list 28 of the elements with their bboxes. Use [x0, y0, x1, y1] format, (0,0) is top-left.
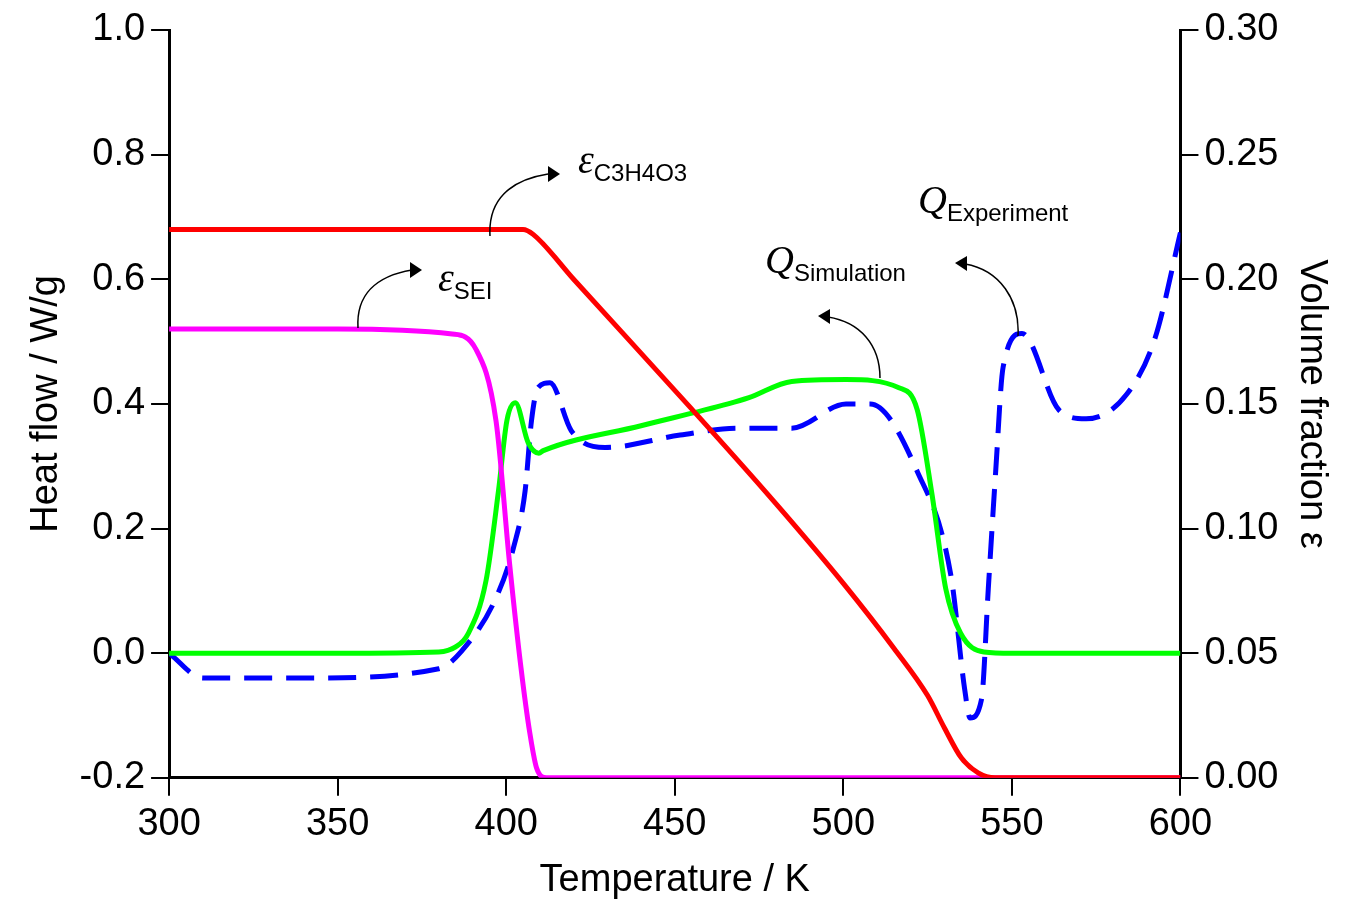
series-label: ε$_{SEI}$ — [438, 255, 493, 304]
x-axis-title: Temperature / K — [539, 856, 810, 899]
x-tick-label: 450 — [643, 801, 707, 844]
series-label: ε$_{C3H4O3}$ — [578, 137, 688, 186]
text: Q$_{Simulation}$ — [765, 237, 906, 286]
y-tick-label: 0.6 — [92, 255, 146, 298]
y2-tick-label: 0.20 — [1204, 255, 1279, 298]
y-tick-label: 0.2 — [92, 505, 146, 548]
x-tick-label: 600 — [1148, 801, 1213, 844]
text: Q$_{Experiment}$ — [918, 177, 1069, 226]
x-tick-label: 300 — [137, 801, 201, 844]
y-axis-title: Heat flow / W/g — [23, 275, 66, 533]
y-tick-label: 1.0 — [92, 6, 146, 49]
y-tick-label: 0.0 — [92, 629, 146, 672]
y2-tick-label: 0.00 — [1204, 754, 1279, 797]
y2-tick-label: 0.25 — [1204, 131, 1279, 174]
y2-tick-label: 0.30 — [1204, 6, 1279, 49]
y2-tick-label: 0.05 — [1204, 629, 1279, 672]
y2-axis-title: Volume fraction ε — [1292, 259, 1335, 549]
x-tick-label: 350 — [305, 801, 370, 844]
y-tick-label: 0.8 — [92, 131, 146, 174]
x-tick-label: 500 — [811, 801, 876, 844]
y-tick-label: -0.2 — [79, 754, 146, 797]
y2-tick-label: 0.15 — [1204, 380, 1279, 423]
y-tick-label: 0.4 — [92, 380, 146, 423]
x-tick-label: 550 — [980, 801, 1044, 844]
y2-tick-label: 0.10 — [1204, 505, 1279, 548]
x-tick-label: 400 — [474, 801, 538, 844]
